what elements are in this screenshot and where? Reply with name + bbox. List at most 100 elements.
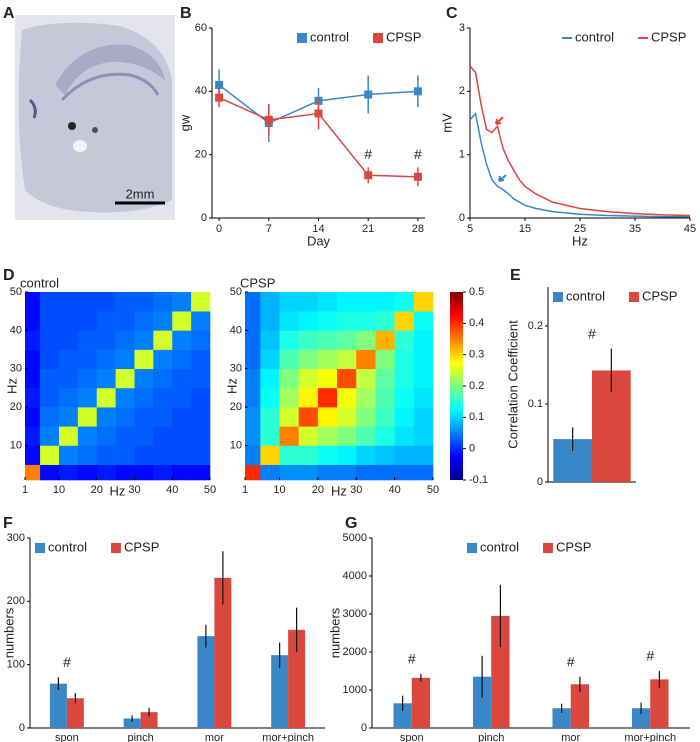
heatmap-cell	[153, 330, 173, 350]
heatmap-cell	[356, 445, 376, 465]
heatmap-cell	[260, 387, 280, 408]
heatmap-cell	[260, 407, 280, 427]
marker	[215, 93, 224, 102]
heatmap-cell	[245, 426, 261, 446]
y-tick-label: 50	[10, 286, 22, 298]
legend-label: control	[566, 288, 605, 303]
heatmap-cell	[245, 387, 261, 408]
heatmap-cell	[58, 445, 79, 465]
legend-swatch	[543, 543, 553, 553]
heatmap-cell	[375, 445, 395, 465]
heatmap-cell	[25, 349, 41, 370]
heatmap-cell	[25, 368, 41, 389]
heatmap-cell	[77, 464, 98, 481]
x-tick-label: 35	[629, 223, 641, 235]
heatmap-cell	[40, 292, 60, 312]
legend-swatch	[373, 33, 383, 43]
heatmap-cell	[134, 426, 154, 446]
heatmap-cell	[413, 311, 434, 331]
y-tick-label: 0	[19, 722, 25, 734]
y-tick-label: 30	[230, 363, 242, 375]
heatmap-cell	[96, 464, 116, 481]
heatmap-cell	[298, 330, 319, 350]
y-tick-label: 20	[195, 149, 207, 161]
x-tick-label: 0	[216, 223, 222, 235]
heatmap-cell	[58, 311, 79, 331]
heatmap-cell	[96, 292, 116, 312]
heatmap-cell	[172, 426, 192, 446]
heatmap-cell	[413, 407, 434, 427]
heatmap-cell	[337, 311, 357, 331]
y-tick-label: 0.2	[528, 320, 543, 332]
heatmap-cell	[172, 464, 192, 481]
heatmap-cell	[96, 349, 116, 370]
heatmap-cell	[337, 368, 357, 389]
heatmap-cell	[245, 330, 261, 350]
panel-letter: F	[3, 515, 13, 532]
heatmap-cell	[279, 349, 300, 370]
heatmap-cell	[77, 311, 98, 331]
heatmap-cell	[413, 349, 434, 370]
heatmap-cell	[96, 311, 116, 331]
heatmap-cell	[25, 445, 41, 465]
heatmap-cell	[77, 387, 98, 408]
x-tick-label: mor	[561, 732, 580, 742]
bar	[552, 708, 571, 728]
x-tick-label: pinch	[478, 732, 504, 742]
heatmap-cell	[77, 407, 98, 427]
heatmap-cell	[394, 330, 415, 350]
heatmap-cell	[58, 426, 79, 446]
heatmap-cell	[191, 292, 211, 312]
heatmap-cell	[337, 349, 357, 370]
y-tick-label: 40	[10, 324, 22, 336]
x-tick-label: 28	[412, 223, 424, 235]
legend-label: control	[575, 29, 614, 44]
heatmap-cell	[153, 311, 173, 331]
y-tick-label: 0	[201, 212, 207, 224]
heatmap-cell	[40, 311, 60, 331]
heatmap-cell	[245, 292, 261, 312]
heatmap-cell	[260, 368, 280, 389]
heatmap-cell	[317, 426, 338, 446]
marker	[364, 90, 373, 99]
heatmap-cell	[191, 349, 211, 370]
heatmap-cell	[413, 426, 434, 446]
heatmap-cell	[115, 464, 135, 481]
y-tick-label: 60	[195, 22, 207, 34]
x-tick-label: 30	[128, 484, 140, 496]
y-axis-label: numbers	[327, 607, 342, 658]
heatmap-cell	[394, 311, 415, 331]
x-tick-label: 30	[350, 484, 362, 496]
bar	[472, 676, 492, 728]
marker	[264, 115, 273, 124]
heatmap-cell	[96, 445, 116, 465]
heatmap-cell	[260, 311, 280, 331]
heatmap-cell	[191, 387, 211, 408]
heatmap-cell	[153, 349, 173, 370]
x-tick-label: 50	[427, 484, 439, 496]
legend-label: CPSP	[651, 29, 686, 44]
y-tick-label: 4000	[343, 570, 367, 582]
heatmap-cell	[394, 445, 415, 465]
marker	[413, 87, 422, 96]
annotation: #	[63, 654, 71, 670]
ventricle	[73, 140, 87, 152]
heatmap-cell	[40, 368, 60, 389]
scale-bar-label: 2mm	[126, 186, 155, 201]
colorbar-tick-label: 0.1	[469, 411, 484, 423]
heatmap-cell	[394, 407, 415, 427]
y-tick-label: 3000	[343, 608, 367, 620]
heatmap-cell	[279, 292, 300, 312]
heatmap-cell	[413, 445, 434, 465]
heatmap-cell	[96, 387, 116, 408]
heatmap-cell	[317, 387, 338, 408]
heatmap-cell	[375, 311, 395, 331]
series-line	[469, 111, 690, 218]
colorbar-tick-label: -0.1	[469, 474, 488, 486]
heatmap-cell	[279, 407, 300, 427]
y-tick-label: 1000	[343, 684, 367, 696]
heatmap-cell	[337, 330, 357, 350]
heatmap-cell	[115, 311, 135, 331]
heatmap-cell	[58, 464, 79, 481]
x-tick-label: 14	[312, 223, 324, 235]
